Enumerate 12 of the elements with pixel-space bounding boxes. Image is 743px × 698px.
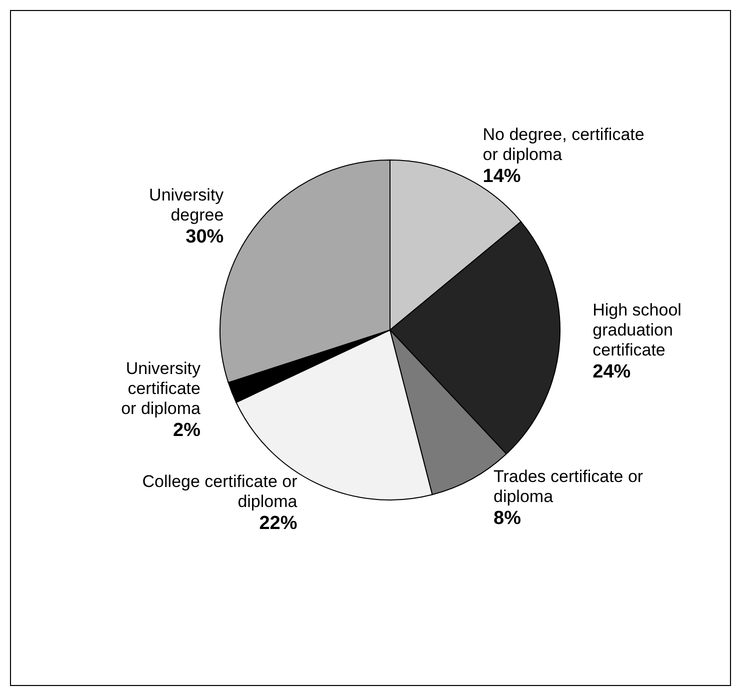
slice-label: Trades certificate or diploma [493, 466, 644, 506]
data-label: 22% [259, 513, 298, 534]
slice-label: High school graduation certificate [592, 300, 682, 360]
data-label: 8% [493, 508, 522, 529]
data-label: 14% [482, 166, 521, 187]
slice-label: University degree [149, 186, 224, 225]
slice-label: University certificate or diploma [121, 359, 202, 418]
slice-label: College certificate or diploma [142, 472, 298, 512]
data-label: 2% [173, 420, 201, 442]
data-label: 24% [592, 362, 631, 383]
slice-label: No degree, certificate or diploma [482, 124, 644, 164]
data-label: 30% [186, 226, 224, 248]
